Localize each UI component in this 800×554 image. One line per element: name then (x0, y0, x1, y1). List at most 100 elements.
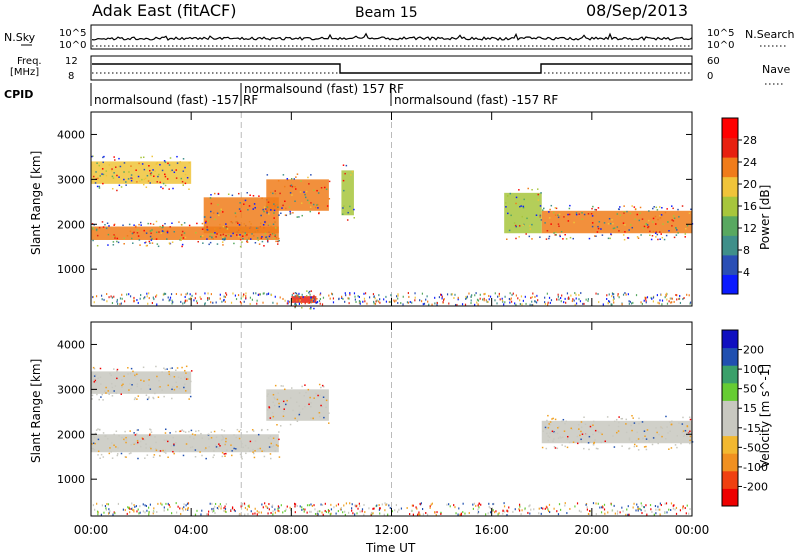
ground-scatter (378, 294, 380, 297)
ground-scatter (480, 503, 482, 506)
data-speckle (155, 231, 158, 234)
data-speckle (189, 436, 191, 438)
data-speckle (96, 162, 98, 164)
ground-scatter (243, 293, 245, 296)
data-speckle (130, 452, 132, 454)
ground-scatter (144, 296, 146, 299)
data-speckle (183, 386, 185, 389)
data-speckle (294, 292, 297, 294)
ground-scatter (324, 509, 326, 512)
data-speckle (249, 450, 251, 452)
data-speckle (318, 411, 321, 414)
data-speckle (521, 215, 524, 218)
ground-scatter (278, 506, 280, 509)
ground-scatter (664, 296, 666, 299)
ground-scatter (383, 513, 385, 516)
ground-scatter (268, 503, 270, 506)
data-speckle (296, 420, 299, 422)
ground-scatter (547, 301, 549, 304)
data-speckle (558, 213, 561, 215)
ground-scatter (298, 299, 300, 302)
data-speckle (161, 389, 163, 391)
data-speckle (148, 165, 150, 167)
ground-scatter (617, 294, 619, 297)
data-speckle (118, 165, 120, 168)
data-speckle (146, 174, 149, 177)
ground-scatter (312, 298, 314, 301)
ground-scatter (111, 296, 114, 299)
data-speckle (93, 367, 96, 370)
ground-scatter (501, 297, 503, 300)
ground-scatter (373, 295, 375, 298)
data-speckle (669, 421, 671, 423)
data-speckle (169, 170, 172, 173)
ground-scatter (566, 512, 568, 515)
data-speckle (657, 218, 659, 221)
data-speckle (109, 372, 111, 375)
ground-scatter (133, 300, 135, 303)
ground-scatter (457, 296, 459, 299)
ground-scatter (335, 512, 337, 515)
data-speckle (581, 212, 583, 214)
data-speckle (125, 456, 127, 458)
data-speckle (160, 232, 163, 234)
data-speckle (163, 160, 166, 162)
data-speckle (92, 226, 94, 229)
data-speckle (116, 240, 118, 243)
data-speckle (572, 237, 575, 240)
data-speckle (308, 401, 310, 404)
data-speckle (272, 437, 275, 439)
data-speckle (528, 235, 531, 238)
ground-scatter (349, 292, 351, 295)
ground-scatter (532, 303, 534, 306)
ground-scatter (573, 299, 575, 302)
ground-scatter (311, 504, 313, 507)
data-speckle (151, 229, 153, 231)
data-speckle (581, 433, 584, 435)
freq-tick-top: 12 (65, 56, 78, 67)
ground-scatter (651, 297, 653, 300)
ground-scatter (654, 505, 657, 508)
data-speckle (100, 453, 103, 456)
data-speckle (222, 437, 225, 439)
data-speckle (93, 448, 96, 451)
data-speckle (594, 208, 596, 211)
data-speckle (246, 233, 249, 235)
ground-scatter (489, 295, 492, 298)
data-speckle (561, 444, 563, 446)
data-speckle (540, 219, 543, 221)
data-speckle (289, 210, 291, 213)
data-speckle (673, 236, 676, 239)
ground-scatter (522, 299, 524, 302)
data-speckle (344, 172, 346, 175)
data-speckle (624, 224, 626, 226)
data-speckle (591, 215, 594, 217)
data-speckle (130, 387, 132, 390)
data-speckle (115, 446, 117, 448)
data-speckle (123, 439, 126, 442)
data-speckle (303, 394, 305, 397)
data-speckle (208, 438, 210, 440)
data-speckle (515, 237, 517, 240)
data-speckle (123, 178, 125, 181)
data-speckle (137, 457, 139, 460)
data-speckle (236, 234, 238, 236)
data-speckle (585, 433, 588, 436)
data-speckle (180, 224, 183, 226)
data-speckle (94, 182, 97, 184)
data-speckle (645, 438, 648, 440)
ground-scatter (146, 295, 148, 298)
ground-scatter (351, 509, 353, 512)
data-speckle (182, 170, 185, 172)
data-speckle (116, 237, 119, 240)
data-speckle (629, 224, 632, 226)
data-speckle (143, 380, 145, 382)
data-speckle (244, 232, 247, 234)
data-speckle (154, 170, 156, 172)
data-speckle (252, 451, 254, 453)
data-speckle (583, 447, 585, 450)
ground-scatter (209, 502, 211, 505)
ground-scatter (474, 303, 476, 306)
data-speckle (99, 175, 101, 177)
ground-scatter (299, 505, 301, 508)
